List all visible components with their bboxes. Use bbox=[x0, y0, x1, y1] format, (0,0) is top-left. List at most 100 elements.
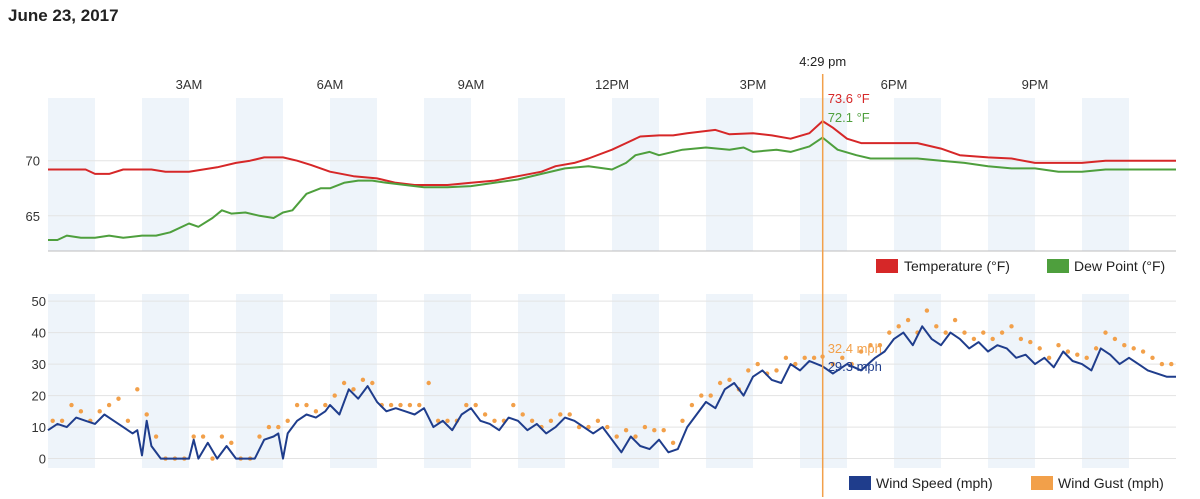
wind-gust-point bbox=[887, 330, 892, 335]
wind-gust-point bbox=[473, 402, 478, 408]
hour-band bbox=[518, 294, 565, 468]
wind-gust-point bbox=[877, 343, 883, 348]
y-tick-label: 70 bbox=[26, 154, 40, 169]
wind-gust-point bbox=[341, 380, 347, 386]
dewpoint-line bbox=[48, 136, 1176, 241]
wind-gust-point bbox=[746, 368, 751, 373]
hour-band bbox=[1082, 294, 1129, 468]
y-tick-label: 30 bbox=[32, 357, 46, 372]
hour-band bbox=[330, 98, 377, 251]
wind-gust-point bbox=[1131, 346, 1136, 351]
temperature-gridlines bbox=[48, 160, 1176, 217]
y-tick-label: 40 bbox=[32, 326, 46, 341]
wind-gust-point bbox=[266, 424, 272, 430]
dewpoint-legend-swatch bbox=[1047, 259, 1069, 273]
temperature-legend-label: Temperature (°F) bbox=[904, 258, 1010, 274]
temperature-line bbox=[48, 120, 1176, 186]
wind-gust-point bbox=[1018, 336, 1024, 342]
wind-gust-point bbox=[1037, 346, 1042, 351]
wind-gust-point bbox=[661, 428, 666, 433]
wind-gust-point bbox=[492, 418, 497, 423]
wind-gust-point bbox=[576, 424, 582, 430]
wind-gust-point bbox=[1150, 355, 1155, 361]
wind-gust-point bbox=[445, 418, 450, 423]
wind-gust-point bbox=[971, 336, 977, 342]
time-tick-labels: 3AM 6AM 9AM 12PM 3PM 6PM 9PM bbox=[176, 77, 1049, 92]
wind-gust-point bbox=[210, 456, 215, 461]
x-tick-label: 3PM bbox=[740, 77, 767, 92]
wind-gust-point bbox=[78, 409, 84, 414]
wind-gust-point bbox=[642, 424, 648, 430]
wind-gust-point bbox=[680, 418, 685, 423]
wind-gust-point bbox=[135, 387, 140, 392]
wind-gust-point bbox=[219, 434, 225, 439]
cursor-dewpoint-label: 72.1 °F bbox=[828, 110, 870, 125]
dewpoint-legend-label: Dew Point (°F) bbox=[1074, 258, 1165, 274]
wind-legend: Wind Speed (mph) Wind Gust (mph) bbox=[849, 475, 1164, 491]
wind-gust-point bbox=[952, 317, 958, 323]
wind-gust-point bbox=[840, 355, 845, 361]
wind-gust-point bbox=[370, 380, 375, 386]
wind-gust-point bbox=[717, 380, 723, 386]
y-tick-label: 0 bbox=[39, 452, 46, 467]
wind-gust-point bbox=[623, 428, 629, 433]
wind-gridlines bbox=[48, 300, 1176, 460]
cursor-wind-gust-label: 32.4 mph bbox=[828, 341, 882, 356]
hour-band bbox=[800, 294, 847, 468]
wind-panel: 0 10 20 30 40 50 bbox=[32, 294, 1176, 468]
wind-gust-point bbox=[943, 330, 948, 335]
wind-gust-point bbox=[1075, 352, 1080, 357]
hour-band bbox=[894, 98, 941, 251]
hour-band bbox=[612, 294, 659, 468]
wind-gust-point bbox=[652, 428, 657, 433]
hour-band bbox=[612, 98, 659, 251]
cursor-time-label: 4:29 pm bbox=[799, 54, 846, 69]
wind-gust-point bbox=[802, 355, 807, 361]
cursor-temperature-label: 73.6 °F bbox=[828, 91, 870, 106]
wind-gust-point bbox=[1140, 349, 1146, 354]
wind-gust-point bbox=[990, 336, 995, 342]
wind-gust-point bbox=[981, 330, 986, 335]
wind-gust-point bbox=[520, 412, 525, 417]
wind-gust-legend-label: Wind Gust (mph) bbox=[1058, 475, 1164, 491]
hour-band bbox=[48, 98, 95, 251]
wind-gust-point bbox=[332, 393, 337, 398]
temperature-legend-swatch bbox=[876, 259, 898, 273]
time-cursor[interactable]: 4:29 pm 73.6 °F 72.1 °F 32.4 mph 29.3 mp… bbox=[799, 54, 882, 497]
wind-gust-point bbox=[294, 402, 300, 408]
wind-gust-point bbox=[97, 409, 102, 414]
wind-gust-point bbox=[699, 393, 704, 398]
wind-gust-point bbox=[351, 387, 356, 392]
hour-band bbox=[142, 98, 189, 251]
wind-gust-point bbox=[229, 440, 234, 446]
wind-gust-point bbox=[774, 368, 779, 373]
y-tick-label: 10 bbox=[32, 420, 46, 435]
wind-gust-point bbox=[558, 412, 563, 417]
y-tick-label: 50 bbox=[32, 294, 46, 309]
wind-gust-point bbox=[398, 402, 403, 408]
wind-gust-point bbox=[1084, 355, 1089, 361]
wind-gust-point bbox=[482, 412, 488, 417]
x-tick-label: 6AM bbox=[317, 77, 344, 92]
x-tick-label: 9PM bbox=[1022, 77, 1049, 92]
x-tick-label: 12PM bbox=[595, 77, 629, 92]
wind-y-tick-labels: 0 10 20 30 40 50 bbox=[32, 294, 46, 466]
hour-band bbox=[988, 98, 1035, 251]
wind-gust-point bbox=[811, 355, 817, 361]
wind-gust-point bbox=[125, 418, 131, 423]
wind-gust-point bbox=[548, 418, 554, 423]
wind-gust-point bbox=[106, 402, 112, 408]
temperature-series-lines bbox=[48, 120, 1176, 241]
hour-band bbox=[236, 98, 283, 251]
wind-gust-point bbox=[191, 434, 196, 439]
wind-gust-point bbox=[59, 418, 65, 423]
wind-gust-point bbox=[200, 434, 206, 439]
wind-gust-point bbox=[360, 377, 366, 383]
wind-gust-point bbox=[708, 393, 713, 398]
hour-band bbox=[330, 294, 377, 468]
wind-gust-point bbox=[1112, 336, 1118, 342]
wind-gust-point bbox=[417, 402, 422, 408]
wind-gust-point bbox=[1028, 339, 1033, 345]
hour-band bbox=[142, 294, 189, 468]
